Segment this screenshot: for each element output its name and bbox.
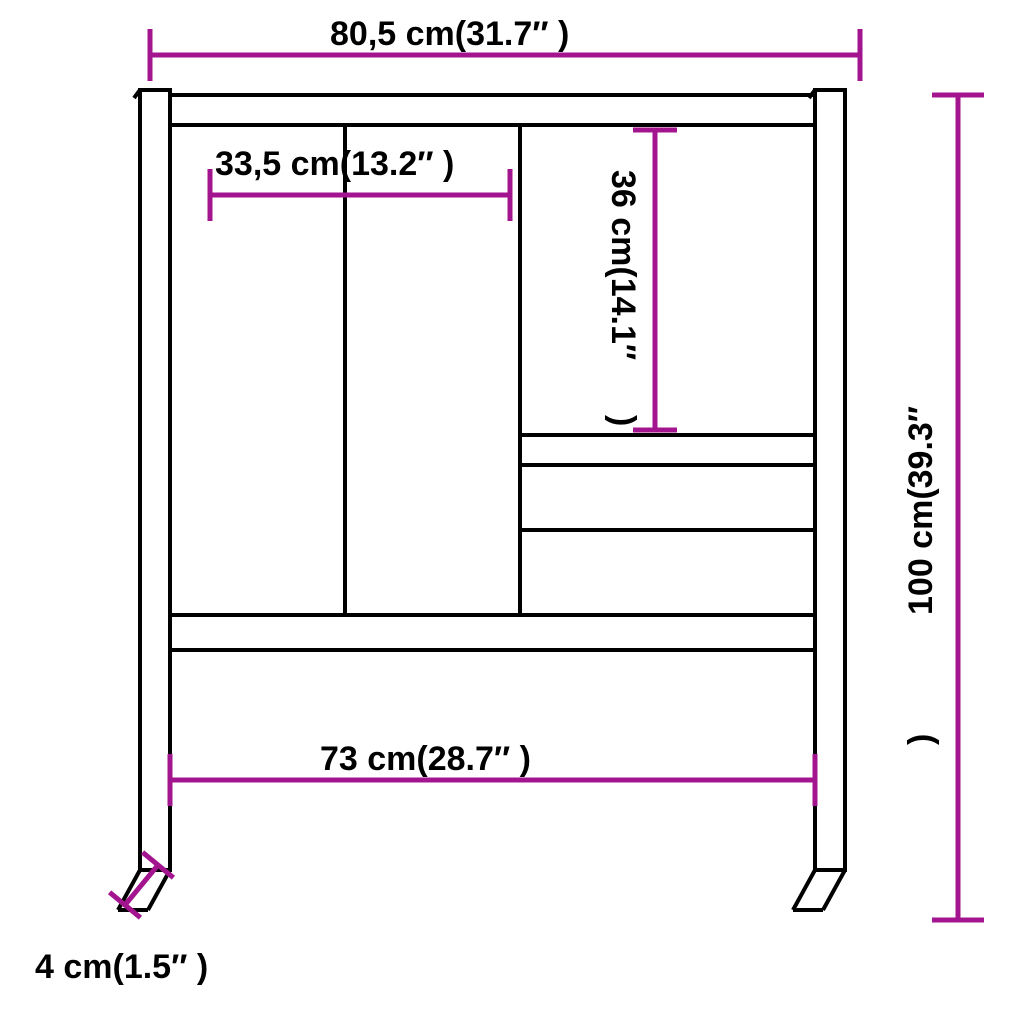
dim-label-vmid-2: ) — [604, 415, 642, 426]
dim-label-right-1: 100 cm(39.3″ — [902, 406, 940, 615]
dim-label-panel: 33,5 cm(13.2″ ) — [215, 145, 454, 183]
dim-label-vmid-1: 36 cm(14.1″ — [604, 170, 642, 360]
dim-label-top: 80,5 cm(31.7″ ) — [330, 15, 569, 53]
dim-label-bottom: 73 cm(28.7″ ) — [320, 740, 531, 778]
dim-label-depth: 4 cm(1.5″ ) — [35, 948, 208, 986]
dim-label-right-2: ) — [902, 734, 940, 745]
furniture-outline — [118, 90, 845, 910]
